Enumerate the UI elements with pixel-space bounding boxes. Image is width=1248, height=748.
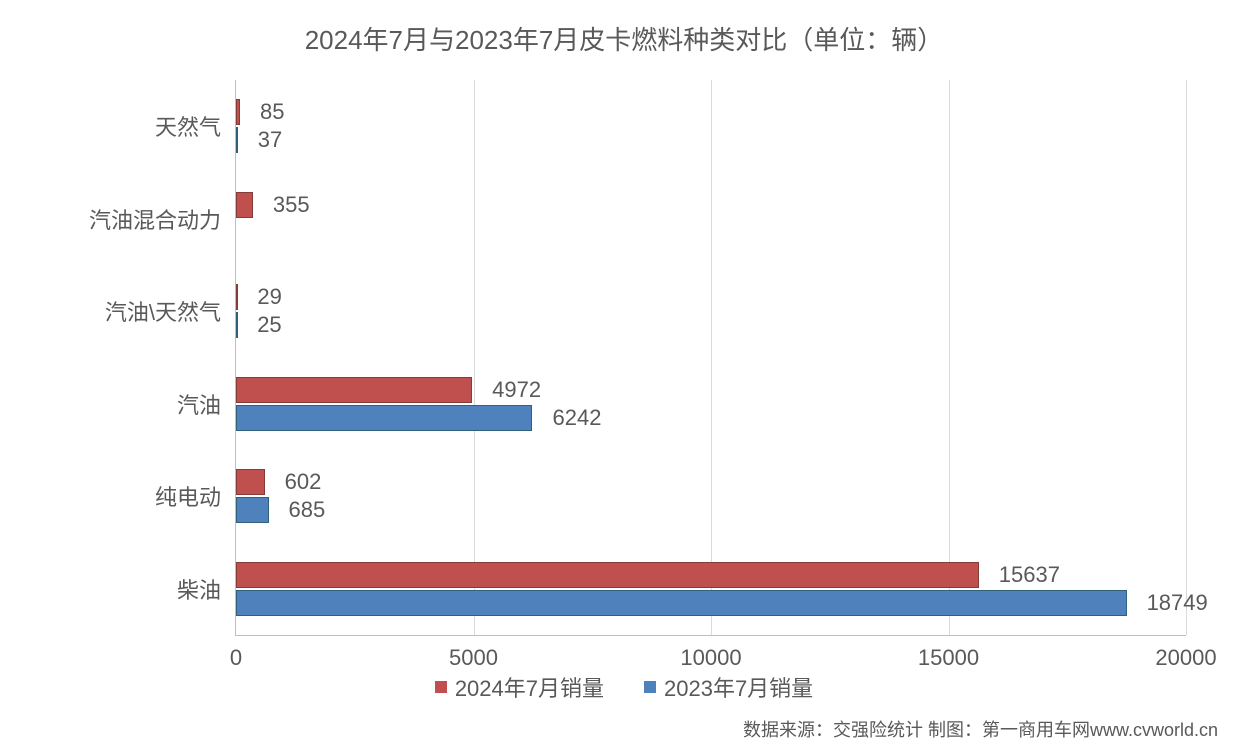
value-label-2023: 18749 (1147, 590, 1208, 616)
bar-2024 (236, 192, 253, 218)
value-label-2023: 25 (257, 312, 281, 338)
chart-title: 2024年7月与2023年7月皮卡燃料种类对比（单位：辆） (0, 20, 1248, 57)
bar-2023 (236, 312, 238, 338)
category-label: 汽油 (177, 388, 236, 420)
value-label-2024: 85 (260, 99, 284, 125)
x-tick-label: 5000 (449, 635, 498, 671)
x-tick-label: 20000 (1155, 635, 1216, 671)
legend-label: 2024年7月销量 (455, 671, 604, 703)
legend-swatch (644, 681, 656, 693)
x-tick-label: 15000 (918, 635, 979, 671)
value-label-2024: 29 (257, 284, 281, 310)
value-label-2024: 602 (285, 469, 322, 495)
gridline (949, 80, 950, 635)
category-label: 纯电动 (155, 480, 236, 512)
bar-2024 (236, 377, 472, 403)
legend-swatch (435, 681, 447, 693)
gridline (711, 80, 712, 635)
legend-label: 2023年7月销量 (664, 671, 813, 703)
bar-2023 (236, 497, 269, 523)
bar-2023 (236, 590, 1127, 616)
value-label-2023: 685 (289, 497, 326, 523)
value-label-2024: 15637 (999, 562, 1060, 588)
x-tick-label: 0 (230, 635, 242, 671)
gridline (474, 80, 475, 635)
bar-2024 (236, 562, 979, 588)
value-label-2023: 6242 (552, 405, 601, 431)
x-tick-label: 10000 (680, 635, 741, 671)
category-label: 汽油\天然气 (105, 295, 236, 327)
bar-2023 (236, 127, 238, 153)
value-label-2023: 37 (258, 127, 282, 153)
category-label: 柴油 (177, 573, 236, 605)
value-label-2024: 4972 (492, 377, 541, 403)
bar-2024 (236, 469, 265, 495)
legend-item: 2024年7月销量 (435, 671, 604, 703)
bar-2024 (236, 284, 238, 310)
plot-area: 05000100001500020000柴油1563718749纯电动60268… (235, 80, 1186, 636)
chart-container: 2024年7月与2023年7月皮卡燃料种类对比（单位：辆） 0500010000… (0, 0, 1248, 748)
legend-item: 2023年7月销量 (644, 671, 813, 703)
bar-2024 (236, 99, 240, 125)
gridline (1186, 80, 1187, 635)
bar-2023 (236, 405, 532, 431)
legend: 2024年7月销量 2023年7月销量 (0, 671, 1248, 703)
category-label: 汽油混合动力 (89, 203, 236, 235)
value-label-2024: 355 (273, 192, 310, 218)
category-label: 天然气 (155, 110, 236, 142)
source-note: 数据来源：交强险统计 制图：第一商用车网www.cvworld.cn (743, 716, 1218, 742)
